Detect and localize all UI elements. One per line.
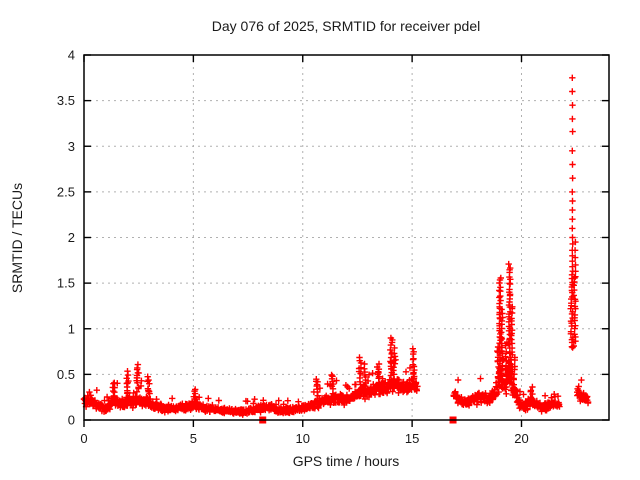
y-tick-label: 2 (68, 230, 75, 245)
plot-border (83, 54, 610, 421)
x-tick-label: 0 (80, 431, 87, 446)
srmtid-plus-markers (80, 74, 592, 418)
y-tick-label: 0 (68, 413, 75, 428)
y-tick-label: 1.5 (57, 276, 75, 291)
x-tick-label: 20 (514, 431, 528, 446)
chart-title: Day 076 of 2025, SRMTID for receiver pde… (212, 18, 480, 34)
x-tick-label: 15 (405, 431, 419, 446)
x-tick-label: 5 (190, 431, 197, 446)
y-tick-label: 0.5 (57, 367, 75, 382)
y-tick-label: 4 (68, 48, 75, 63)
axis-ticks (83, 54, 609, 427)
y-tick-label: 3 (68, 139, 75, 154)
y-tick-label: 3.5 (57, 93, 75, 108)
y-tick-label: 1 (68, 321, 75, 336)
tick-labels: 0 5 10 15 20 0 0.5 1 1.5 2 2.5 3 3.5 4 (57, 48, 529, 447)
data-points (80, 74, 592, 424)
x-tick-label: 10 (296, 431, 310, 446)
grid-lines (84, 55, 609, 420)
y-tick-label: 2.5 (57, 184, 75, 199)
y-axis-label: SRMTID / TECUs (9, 183, 25, 293)
x-axis-label: GPS time / hours (293, 453, 400, 469)
